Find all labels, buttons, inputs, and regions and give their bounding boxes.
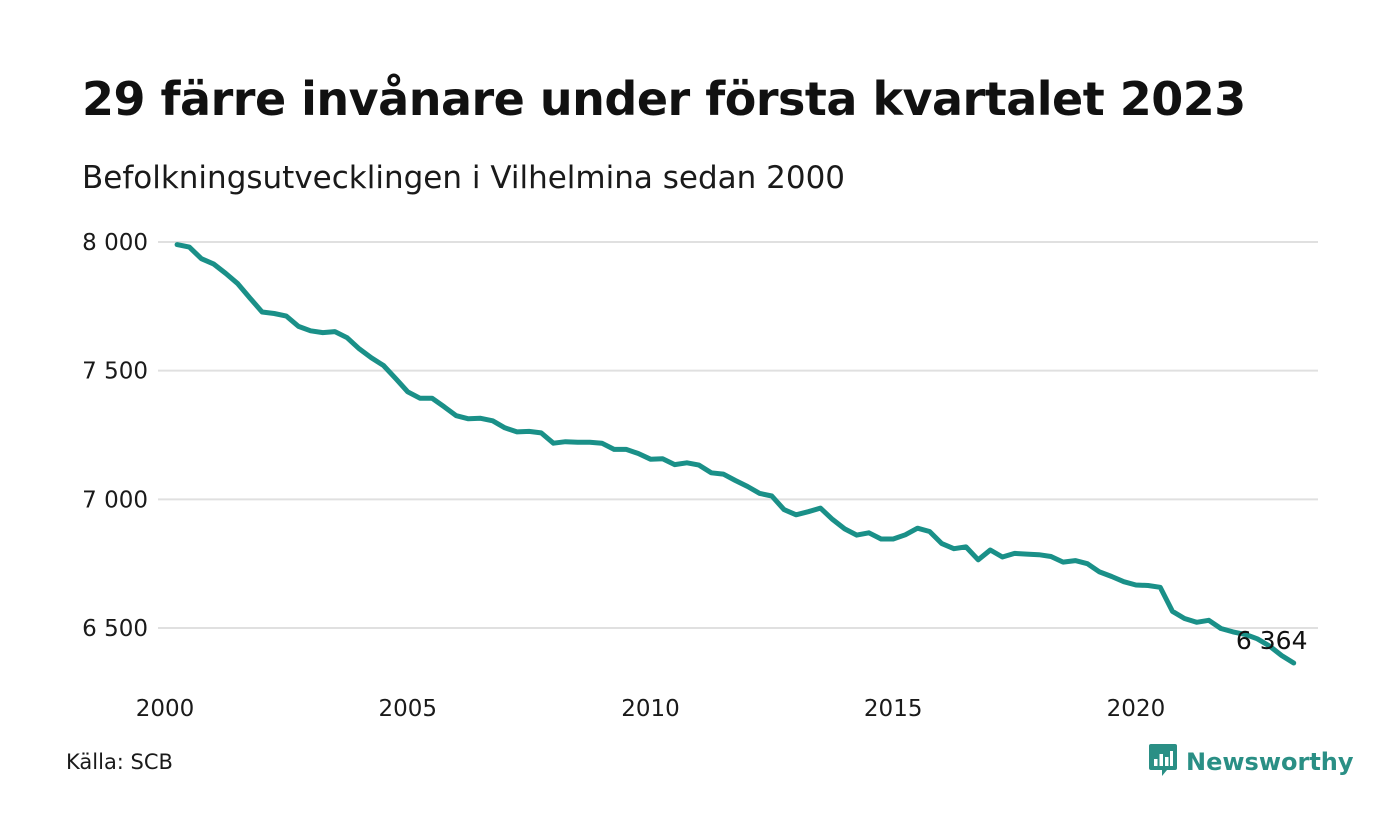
y-tick-label: 7 000 xyxy=(82,487,148,513)
x-tick-label: 2005 xyxy=(378,696,437,722)
grid-lines xyxy=(158,241,1318,629)
y-tick-label: 7 500 xyxy=(82,359,148,385)
y-tick-label: 8 000 xyxy=(82,230,148,256)
y-tick-label: 6 500 xyxy=(82,616,148,642)
x-tick-label: 2010 xyxy=(621,696,680,722)
chart-subtitle: Befolkningsutvecklingen i Vilhelmina sed… xyxy=(82,160,846,196)
end-value-label: 6 364 xyxy=(1236,626,1308,655)
x-axis-ticks: 2000 2005 2010 2015 2020 xyxy=(136,696,1165,722)
brand-name: Newsworthy xyxy=(1186,748,1354,776)
chart-title: 29 färre invånare under första kvartalet… xyxy=(82,72,1246,126)
source-note: Källa: SCB xyxy=(66,750,173,774)
brand-logo: Newsworthy xyxy=(1148,742,1354,782)
x-tick-label: 2020 xyxy=(1107,696,1166,722)
x-tick-label: 2015 xyxy=(864,696,923,722)
chart-bubble-icon xyxy=(1148,742,1178,782)
x-tick-label: 2000 xyxy=(136,696,195,722)
y-axis-ticks: 6 500 7 000 7 500 8 000 xyxy=(82,230,148,642)
population-line xyxy=(174,242,1297,666)
